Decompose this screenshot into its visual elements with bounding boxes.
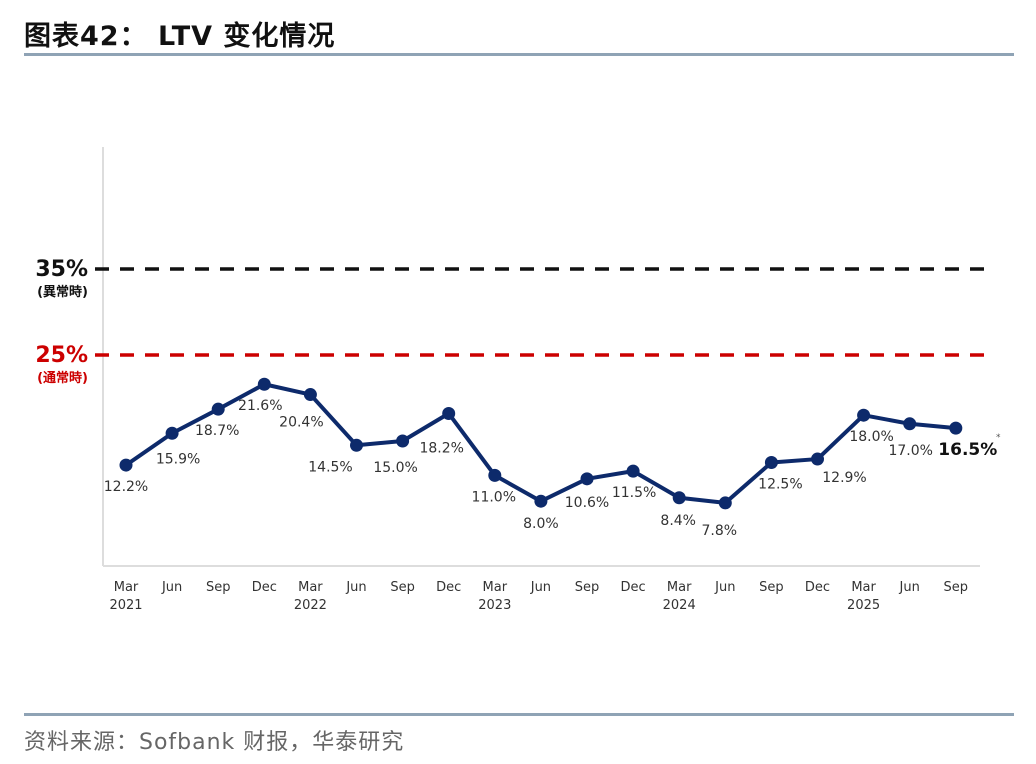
x-tick-label: Sep bbox=[759, 580, 784, 595]
data-point bbox=[949, 421, 963, 435]
title-rule bbox=[24, 53, 1014, 56]
reference-label: 35% bbox=[35, 257, 88, 282]
data-label: 12.9% bbox=[822, 470, 866, 486]
data-point bbox=[626, 464, 640, 478]
x-tick-label: Jun bbox=[161, 580, 182, 595]
data-label: 18.0% bbox=[849, 429, 893, 445]
data-point bbox=[350, 438, 363, 452]
data-point bbox=[672, 491, 686, 505]
x-tick-label: Jun bbox=[345, 580, 366, 595]
data-point bbox=[119, 458, 133, 472]
data-point bbox=[580, 472, 594, 486]
x-tick-label: Dec bbox=[805, 580, 830, 595]
data-point bbox=[442, 406, 456, 420]
x-tick-label: Jun bbox=[899, 580, 920, 595]
data-label: 8.0% bbox=[523, 516, 559, 532]
data-label: 20.4% bbox=[279, 415, 323, 431]
data-label: 12.5% bbox=[758, 477, 802, 493]
x-tick-year: 2023 bbox=[478, 598, 511, 613]
x-tick-label: Jun bbox=[530, 580, 551, 595]
footer-rule bbox=[24, 713, 1014, 716]
data-label: 15.0% bbox=[373, 460, 417, 476]
x-tick-label: Mar bbox=[851, 580, 876, 595]
x-tick-label: Dec bbox=[436, 580, 461, 595]
data-label: 18.2% bbox=[419, 440, 463, 456]
source-note: 资料来源：Sofbank 财报，华泰研究 bbox=[24, 730, 405, 755]
data-label: 11.5% bbox=[612, 485, 656, 501]
x-tick-year: 2024 bbox=[663, 598, 696, 613]
data-point bbox=[903, 417, 917, 431]
data-point bbox=[211, 402, 225, 416]
reference-sublabel: (通常時) bbox=[37, 370, 88, 386]
data-label: 10.6% bbox=[565, 495, 609, 511]
x-tick-year: 2021 bbox=[109, 598, 142, 613]
reference-sublabel: (異常時) bbox=[37, 284, 88, 300]
data-label: 18.7% bbox=[195, 423, 239, 439]
x-tick-label: Mar bbox=[298, 580, 323, 595]
x-tick-label: Sep bbox=[944, 580, 969, 595]
x-tick-label: Dec bbox=[621, 580, 646, 595]
x-tick-label: Sep bbox=[575, 580, 600, 595]
data-label: 15.9% bbox=[156, 451, 200, 467]
data-label: 7.8% bbox=[702, 523, 738, 539]
figure-title: 图表42： LTV 变化情况 bbox=[24, 21, 336, 52]
data-label: 8.4% bbox=[660, 513, 696, 529]
data-point bbox=[303, 388, 317, 402]
data-label: 21.6% bbox=[238, 398, 282, 414]
data-label: 14.5% bbox=[308, 459, 352, 475]
x-tick-label: Mar bbox=[483, 580, 508, 595]
data-point bbox=[811, 452, 824, 466]
x-tick-label: Dec bbox=[252, 580, 277, 595]
x-tick-label: Mar bbox=[114, 580, 139, 595]
x-tick-label: Sep bbox=[390, 580, 415, 595]
data-label: 11.0% bbox=[472, 489, 516, 505]
x-tick-label: Sep bbox=[206, 580, 231, 595]
x-tick-year: 2025 bbox=[847, 598, 880, 613]
data-point bbox=[165, 426, 179, 440]
x-tick-year: 2022 bbox=[294, 598, 327, 613]
data-point bbox=[718, 496, 732, 510]
data-point bbox=[396, 434, 410, 448]
data-label: 16.5% bbox=[938, 440, 997, 460]
data-point bbox=[257, 377, 271, 391]
data-point bbox=[488, 468, 502, 482]
x-tick-label: Mar bbox=[667, 580, 692, 595]
data-point bbox=[857, 408, 871, 422]
data-label: 12.2% bbox=[104, 479, 148, 495]
reference-label: 25% bbox=[35, 343, 88, 368]
data-point bbox=[764, 456, 778, 469]
x-tick-label: Jun bbox=[714, 580, 735, 595]
data-label: 17.0% bbox=[888, 443, 932, 459]
data-point bbox=[534, 494, 548, 508]
footnote-mark: * bbox=[996, 433, 1001, 443]
